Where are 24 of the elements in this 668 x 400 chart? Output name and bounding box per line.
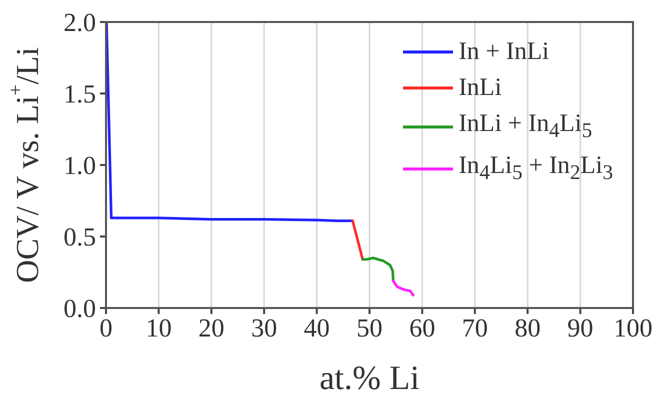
y-tick-label: 0.5: [64, 222, 96, 252]
y-tick-label: 1.0: [64, 151, 96, 180]
line-series: [106, 22, 354, 222]
y-tick-label: 2.0: [64, 8, 96, 38]
line-series: [392, 280, 415, 296]
legend-label: In$_{4}$Li$_{5}$ + In$_{2}$Li$_{3}$: [458, 151, 613, 186]
x-axis-title: at.% Li: [319, 360, 420, 397]
y-tick-label: 1.5: [64, 80, 96, 109]
line-series: [361, 256, 395, 282]
x-tick-label: 90: [567, 313, 594, 342]
x-tick-label: 30: [251, 313, 278, 342]
x-tick-label: 100: [614, 313, 652, 342]
x-tick-label: 80: [514, 313, 541, 342]
y-tick-label: 0.0: [64, 294, 96, 324]
x-tick-label: 0: [100, 313, 112, 342]
legend-label: In + InLi: [458, 37, 550, 67]
x-tick-label: 40: [304, 313, 330, 342]
x-tick-label: 60: [409, 313, 436, 342]
x-tick-label: 50: [356, 313, 382, 342]
x-tick-label: 70: [462, 313, 488, 342]
x-tick-label: 10: [146, 313, 172, 342]
legend-label: InLi: [458, 73, 502, 103]
legend-label: InLi + In$_{4}$Li$_{5}$: [458, 109, 592, 144]
x-tick-label: 20: [198, 313, 224, 342]
